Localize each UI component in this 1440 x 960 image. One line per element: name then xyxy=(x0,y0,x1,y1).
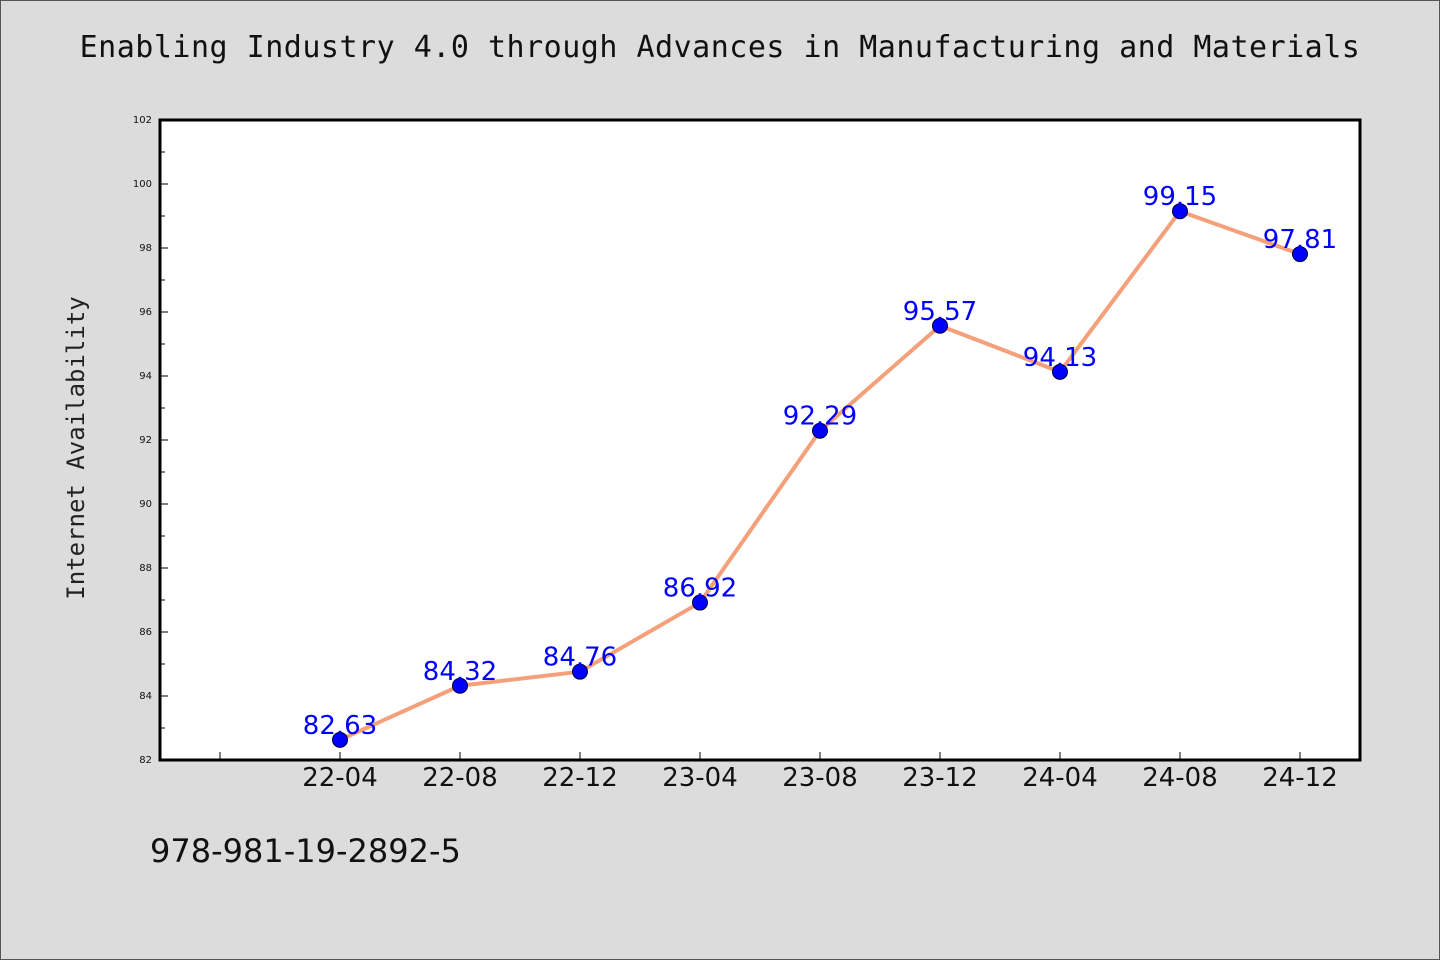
y-tick-label: 102 xyxy=(133,115,152,126)
y-tick-label: 86 xyxy=(139,627,152,638)
data-label: 92.29 xyxy=(783,402,857,432)
y-tick-label: 96 xyxy=(139,307,152,318)
data-point xyxy=(932,317,948,334)
data-point xyxy=(812,422,828,439)
x-tick-label: 23-04 xyxy=(662,763,738,793)
y-tick-label: 100 xyxy=(133,179,152,190)
y-tick-label: 84 xyxy=(139,691,152,702)
data-point xyxy=(332,731,348,748)
x-tick-label: 24-12 xyxy=(1262,763,1338,793)
x-tick-label: 22-04 xyxy=(302,763,378,793)
x-axis: 22-04 22-08 22-12 23-04 23-08 23-12 24-04 24-08… xyxy=(219,752,1338,793)
y-axis: 82 84 86 88 90 92 94 96 98 100 102 xyxy=(133,115,168,766)
data-label: 82.63 xyxy=(303,711,377,741)
y-tick-label: 92 xyxy=(139,435,152,446)
data-label: 97.81 xyxy=(1263,225,1337,255)
y-tick-label: 82 xyxy=(139,755,152,766)
data-label: 84.32 xyxy=(423,657,497,687)
data-point xyxy=(1292,246,1308,263)
x-tick-label: 24-08 xyxy=(1142,763,1218,793)
x-tick-label: 23-08 xyxy=(782,763,858,793)
x-tick-label: 23-12 xyxy=(902,763,978,793)
y-tick-label: 94 xyxy=(139,371,152,382)
y-tick-label: 90 xyxy=(139,499,152,510)
data-label: 86.92 xyxy=(663,574,737,604)
chart-title: Enabling Industry 4.0 through Advances i… xyxy=(79,30,1361,65)
data-label: 99.15 xyxy=(1143,182,1217,212)
series-layer: 82.63 84.32 84.76 86.92 92.29 95.57 94.13 99.15… xyxy=(303,182,1337,748)
x-tick-label: 22-12 xyxy=(542,763,618,793)
isbn-footer: 978-981-19-2892-5 xyxy=(150,832,461,870)
y-tick-label: 98 xyxy=(139,243,152,254)
data-point xyxy=(1052,363,1068,380)
y-tick-label: 88 xyxy=(139,563,152,574)
data-label: 84.76 xyxy=(543,643,617,673)
x-tick-label: 24-04 xyxy=(1022,763,1098,793)
data-point xyxy=(692,594,708,611)
x-tick-label: 22-08 xyxy=(422,763,498,793)
data-label: 94.13 xyxy=(1023,343,1097,373)
data-point xyxy=(452,677,468,694)
data-point xyxy=(1172,203,1188,220)
data-point xyxy=(572,663,588,680)
plot-area xyxy=(158,118,1362,762)
data-label: 95.57 xyxy=(903,297,977,327)
